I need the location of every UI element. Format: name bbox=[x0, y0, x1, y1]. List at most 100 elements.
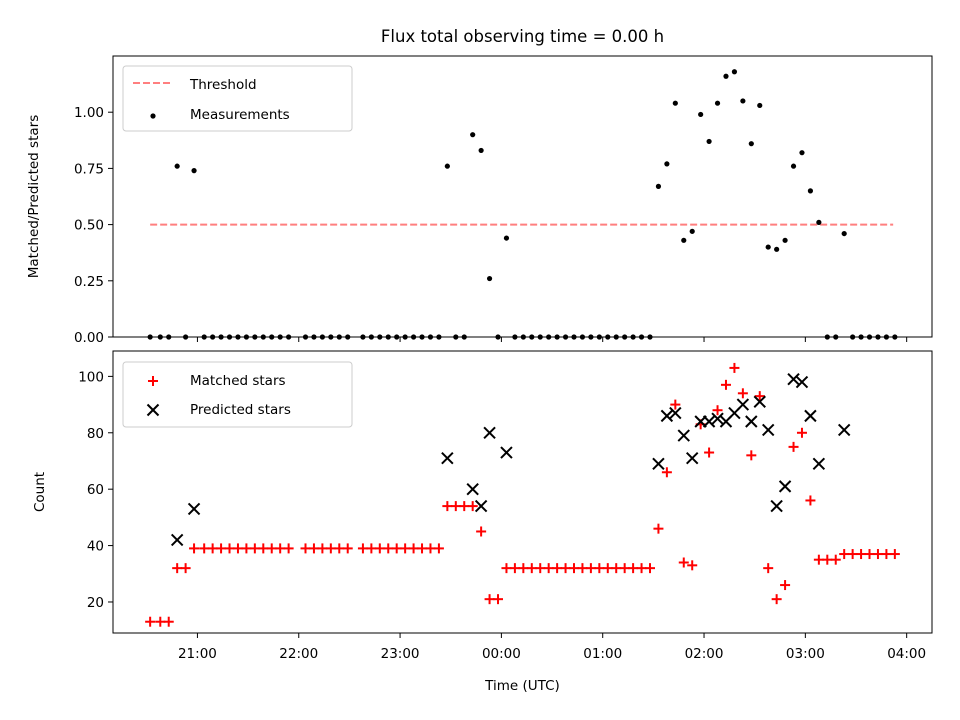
matched-star-point bbox=[552, 563, 563, 574]
matched-star-point bbox=[518, 563, 529, 574]
measurement-point bbox=[740, 98, 746, 104]
y-tick-label: 60 bbox=[87, 482, 104, 498]
matched-star-point bbox=[628, 563, 639, 574]
matched-star-point bbox=[374, 543, 385, 554]
measurement-point bbox=[841, 230, 847, 237]
legend-measurements-swatch bbox=[150, 113, 156, 119]
y-tick-label: 100 bbox=[78, 369, 104, 385]
legend-matched-label: Matched stars bbox=[190, 373, 286, 389]
ratio-y-axis-label: Matched/Predicted stars bbox=[26, 115, 42, 278]
measurement-point bbox=[757, 102, 763, 109]
count-legend-box bbox=[122, 361, 353, 428]
matched-star-point bbox=[805, 495, 816, 506]
matched-star-point bbox=[687, 560, 698, 571]
predicted-star-point bbox=[474, 499, 488, 513]
matched-star-point bbox=[594, 563, 605, 574]
matched-star-point bbox=[737, 388, 748, 399]
predicted-star-point bbox=[660, 409, 674, 423]
matched-star-point bbox=[796, 427, 807, 438]
matched-star-point bbox=[746, 450, 757, 461]
matched-star-point bbox=[357, 543, 368, 554]
matched-star-point bbox=[543, 563, 554, 574]
x-tick-label: 03:00 bbox=[786, 646, 825, 662]
matched-star-point bbox=[830, 554, 841, 565]
predicted-star-point bbox=[702, 415, 716, 428]
counts-layer bbox=[145, 362, 900, 627]
matched-star-point bbox=[720, 379, 731, 390]
measurement-point bbox=[807, 188, 814, 194]
y-tick-label: 0.25 bbox=[74, 274, 104, 290]
matched-star-point bbox=[433, 543, 444, 554]
matched-star-point bbox=[839, 549, 850, 560]
matched-star-point bbox=[712, 405, 723, 416]
measurement-point bbox=[191, 168, 197, 174]
matched-star-point bbox=[763, 563, 774, 574]
legend-predicted-label: Predicted stars bbox=[190, 402, 291, 418]
x-tick-label: 00:00 bbox=[482, 646, 521, 662]
predicted-star-point bbox=[652, 457, 665, 471]
matched-star-point bbox=[145, 616, 156, 627]
matched-star-point bbox=[602, 563, 613, 574]
matched-star-point bbox=[653, 523, 664, 534]
measurement-point bbox=[655, 183, 662, 189]
predicted-star-point bbox=[686, 451, 699, 465]
matched-star-point bbox=[856, 549, 867, 560]
measurement-point bbox=[731, 69, 738, 75]
matched-star-point bbox=[636, 563, 647, 574]
matched-star-point bbox=[526, 563, 537, 574]
y-tick-label: 80 bbox=[87, 426, 104, 442]
x-tick-label: 23:00 bbox=[381, 646, 420, 662]
count-panel: 20 40 60 80 100 21:00 22:00 23:00 00:00 01:00 02:… bbox=[32, 350, 933, 694]
matched-star-point bbox=[476, 526, 487, 537]
matched-star-point bbox=[241, 543, 252, 554]
matched-star-point bbox=[881, 549, 892, 560]
matched-star-point bbox=[484, 594, 495, 605]
matched-star-point bbox=[155, 616, 166, 627]
matched-star-point bbox=[224, 543, 235, 554]
count-y-axis-label: Count bbox=[32, 472, 48, 512]
matched-star-point bbox=[308, 543, 319, 554]
count-legend: Matched stars Predicted stars bbox=[122, 361, 353, 428]
predicted-star-point bbox=[677, 429, 690, 442]
matched-star-point bbox=[619, 563, 630, 574]
matched-star-point bbox=[300, 543, 311, 554]
predicted-star-point bbox=[787, 372, 800, 386]
count-panel-frame bbox=[112, 350, 933, 634]
measurement-point bbox=[816, 219, 822, 225]
matched-star-point bbox=[585, 563, 596, 574]
measurement-point bbox=[782, 237, 788, 243]
matched-star-point bbox=[493, 594, 504, 605]
x-tick-label: 02:00 bbox=[685, 646, 724, 662]
predicted-star-point bbox=[736, 398, 750, 411]
predicted-star-point bbox=[837, 423, 851, 437]
matched-star-point bbox=[569, 563, 580, 574]
matched-star-point bbox=[644, 563, 655, 574]
count-x-ticks: 21:00 22:00 23:00 00:00 01:00 02:00 03:00 04:00 bbox=[178, 633, 926, 662]
measurement-point bbox=[503, 235, 510, 241]
count-y-ticks: 20 40 60 80 100 bbox=[78, 369, 113, 611]
matched-star-point bbox=[459, 501, 470, 512]
matched-star-point bbox=[788, 441, 799, 452]
predicted-star-point bbox=[483, 426, 496, 439]
matched-star-point bbox=[189, 543, 200, 554]
measurement-point bbox=[486, 275, 493, 282]
predicted-star-point bbox=[500, 446, 513, 459]
predicted-star-point bbox=[795, 375, 809, 389]
matched-star-point bbox=[661, 467, 672, 478]
matched-star-point bbox=[180, 563, 191, 574]
predicted-star-point bbox=[669, 406, 682, 420]
matched-star-point bbox=[275, 543, 286, 554]
matched-star-point bbox=[342, 543, 353, 554]
measurement-point bbox=[689, 228, 695, 234]
legend-measurements-label: Measurements bbox=[190, 107, 290, 123]
measurement-point bbox=[790, 163, 797, 169]
y-tick-label: 40 bbox=[87, 539, 104, 555]
predicted-star-point bbox=[761, 423, 775, 437]
matched-star-point bbox=[560, 563, 571, 574]
matched-star-point bbox=[417, 543, 428, 554]
ratio-panel-frame bbox=[112, 55, 933, 338]
ratio-panel: 0.00 0.25 0.50 0.75 1.00 Matched/Predicted s… bbox=[26, 55, 933, 346]
measurement-point bbox=[723, 73, 729, 79]
matched-star-point bbox=[864, 549, 875, 560]
matched-star-point bbox=[163, 616, 174, 627]
